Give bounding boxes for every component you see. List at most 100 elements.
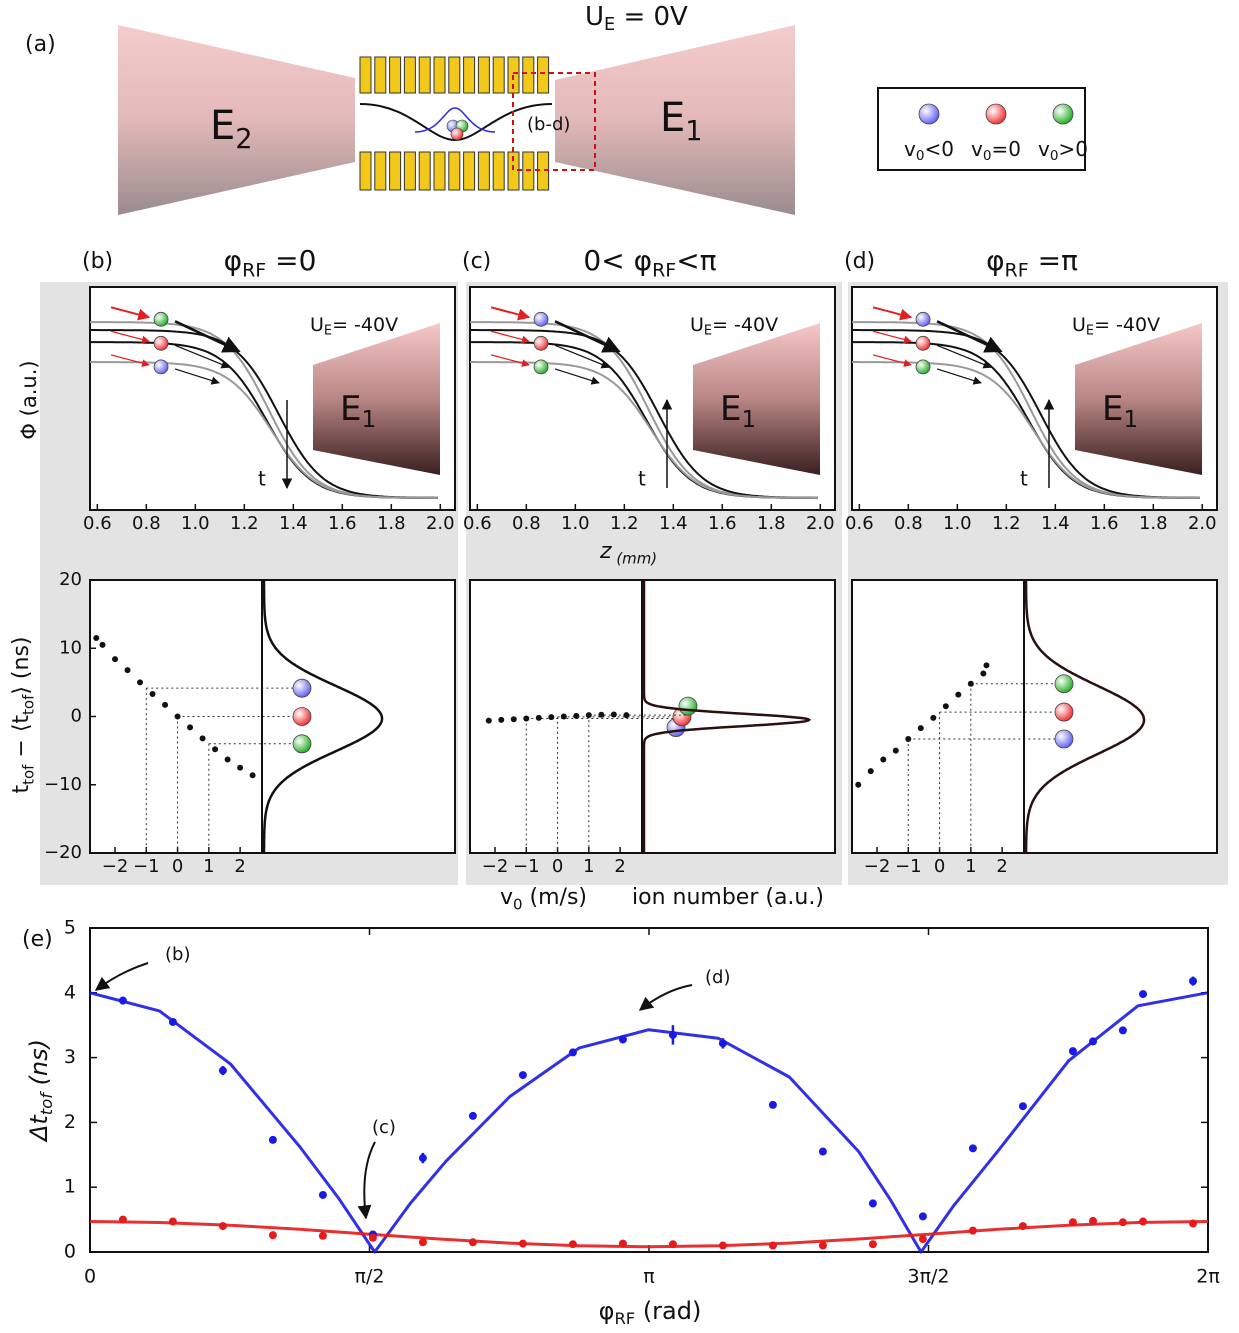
voltage-label: UE= -40V — [690, 314, 778, 339]
data-point — [1118, 1218, 1127, 1227]
trap-electrode — [403, 56, 416, 94]
data-point — [918, 1212, 927, 1221]
electrode-label-part: 2 — [235, 124, 252, 155]
time-label: t — [638, 467, 646, 491]
electrode-cone — [118, 25, 355, 215]
data-point — [1018, 1102, 1027, 1111]
legend-label-part: 0 — [916, 148, 925, 164]
ion — [678, 696, 698, 716]
x-tick-label: 2.0 — [806, 513, 835, 534]
y-tick-label: 10 — [59, 637, 82, 658]
motion-arrow — [174, 344, 230, 369]
trap-electrode — [359, 56, 372, 94]
ion-distribution — [414, 107, 496, 133]
data-point — [418, 1238, 427, 1247]
axis-label-part: z — [599, 539, 612, 564]
x-tick-label: −1 — [895, 856, 922, 877]
data-point — [818, 1241, 827, 1250]
trap-electrode — [537, 56, 550, 94]
plot-area — [89, 927, 1209, 1253]
trap-electrode — [463, 56, 476, 94]
velocity-arrow — [110, 330, 150, 344]
data-point — [623, 712, 630, 719]
y-tick-label: 3 — [64, 1046, 76, 1068]
voltage-label-part: = -40V — [332, 314, 398, 336]
velocity-arrow — [490, 330, 530, 344]
data-point — [218, 1222, 227, 1231]
voltage-label-part: = -40V — [1094, 314, 1160, 336]
electrode-label-part: E — [340, 389, 361, 429]
data-point — [318, 1231, 327, 1240]
trap-electrode — [522, 56, 535, 94]
y-axis-label: Δttof (ns) — [25, 1039, 56, 1143]
panel-title: 0< φRF<π — [583, 244, 716, 281]
y-tick-label: 5 — [64, 917, 76, 939]
x-tick-label: 2 — [614, 856, 625, 877]
data-point — [573, 712, 580, 719]
y-tick-label: 4 — [64, 981, 76, 1003]
velocity-arrow — [872, 354, 912, 367]
x-tick-label: 3π/2 — [907, 1266, 949, 1288]
annotation-arrow — [357, 1141, 376, 1220]
data-point — [983, 662, 990, 669]
x-axis-label-part: RF — [614, 1309, 635, 1328]
axis-label-part: (mm) — [612, 549, 658, 567]
voltage-label-part: = -40V — [712, 314, 778, 336]
ion — [985, 103, 1007, 125]
trap-electrode — [418, 56, 431, 94]
y-tick-label: 1 — [64, 1176, 76, 1198]
x-tick-label: π — [643, 1266, 654, 1288]
data-point — [818, 1147, 827, 1156]
data-point — [868, 1199, 877, 1208]
data-point — [535, 714, 542, 721]
legend-label-part: >0 — [1059, 137, 1088, 161]
electrode-label: E2 — [210, 103, 253, 155]
voltage-label-part: E — [324, 323, 332, 338]
annotation: (d) — [705, 967, 730, 988]
data-point — [498, 716, 505, 723]
x-tick-label: 1 — [203, 856, 214, 877]
data-point — [268, 1231, 277, 1240]
ion — [915, 359, 931, 375]
voltage-label: UE= -40V — [1072, 314, 1160, 339]
data-point — [917, 725, 924, 732]
x-axis-label-part: φ — [599, 1297, 615, 1325]
annotation: (c) — [372, 1117, 396, 1138]
panel-title-part: =π — [1029, 244, 1078, 277]
ion — [533, 335, 549, 351]
x-tick-label: 1 — [583, 856, 594, 877]
annotation: (b) — [165, 944, 190, 965]
x-tick-label: 2π — [1196, 1266, 1220, 1288]
data-point — [610, 711, 617, 718]
data-point — [368, 1233, 377, 1242]
data-point — [1139, 1217, 1148, 1226]
velocity-arrow — [110, 354, 150, 367]
trap-electrode — [403, 151, 416, 191]
data-point — [418, 1154, 427, 1163]
electrode-label-part: 1 — [361, 407, 376, 433]
data-point — [137, 679, 144, 686]
data-point — [1118, 1026, 1127, 1035]
motion-arrow — [554, 344, 610, 369]
ion — [153, 359, 169, 375]
ion-profile — [262, 580, 384, 853]
data-point — [568, 1240, 577, 1249]
trap-electrode — [448, 151, 461, 191]
data-point — [212, 746, 219, 753]
voltage-label-part: U — [1072, 314, 1086, 336]
data-point — [968, 1144, 977, 1153]
data-point — [168, 1217, 177, 1226]
electrode-label-part: E — [1102, 389, 1123, 429]
data-point — [468, 1238, 477, 1247]
electrode-label-part: 1 — [685, 116, 702, 147]
trap-electrode — [433, 56, 446, 94]
trap-electrode — [389, 151, 402, 191]
ion — [292, 678, 312, 698]
velocity-arrow — [872, 306, 913, 321]
annotation-arrow — [94, 962, 149, 991]
electrode-label: E1 — [720, 389, 756, 433]
legend-label-part: v — [1038, 137, 1050, 161]
data-point — [618, 1239, 627, 1248]
x-tick-label: 0 — [552, 856, 563, 877]
axis-label: ion number (a.u.) — [632, 885, 824, 910]
